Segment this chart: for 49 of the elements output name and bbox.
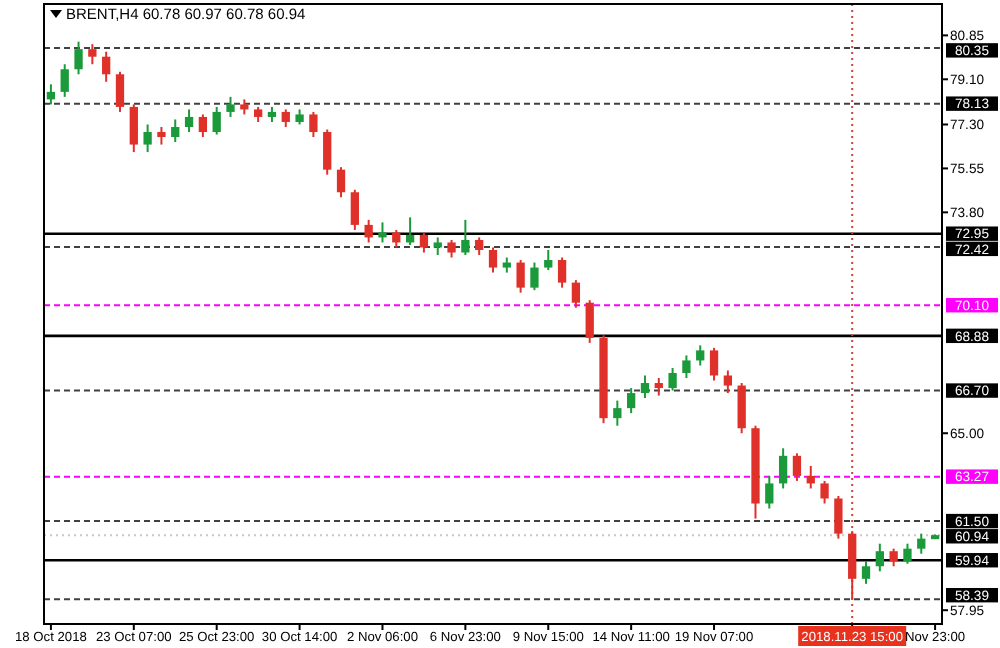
candlestick <box>765 474 774 510</box>
candlestick <box>585 299 594 344</box>
candlestick <box>903 542 912 565</box>
candlestick <box>696 344 705 367</box>
candlestick <box>778 447 788 490</box>
candlestick <box>861 560 871 585</box>
candlestick <box>461 218 470 257</box>
candlestick <box>60 63 69 98</box>
candlestick <box>737 382 746 435</box>
candlestick <box>627 387 636 415</box>
candlestick <box>723 369 733 395</box>
candlestick <box>143 123 152 154</box>
candlestick <box>88 43 97 66</box>
candlestick <box>834 494 843 540</box>
candlestick <box>875 542 884 573</box>
candlestick <box>336 166 346 199</box>
candlestick <box>74 40 83 76</box>
candlestick <box>571 279 581 309</box>
candlestick <box>806 464 815 490</box>
candlestick <box>557 256 567 289</box>
candlestick <box>115 70 125 113</box>
candlestick <box>917 532 926 555</box>
candlestick <box>323 128 332 176</box>
candlestick <box>212 105 221 136</box>
candlestick <box>129 103 138 154</box>
candlestick <box>488 246 498 274</box>
candlestick <box>530 261 539 292</box>
candlestick <box>640 374 650 400</box>
candlestick <box>405 216 415 246</box>
candlestick <box>668 366 677 392</box>
candlestick <box>613 399 622 427</box>
candlestick <box>544 248 553 272</box>
candlestick <box>226 95 235 118</box>
candlestick <box>46 83 56 106</box>
candlestick <box>102 50 111 83</box>
candlestick <box>516 259 525 294</box>
candlestick <box>309 110 318 139</box>
candlestick <box>848 530 857 601</box>
candlestick <box>378 221 387 244</box>
candlestick <box>184 108 194 134</box>
candlestick <box>198 113 208 139</box>
candlestick <box>820 479 829 505</box>
candlestick <box>364 218 373 244</box>
candlestick <box>792 452 802 482</box>
candlestick <box>709 346 719 382</box>
candlestick <box>350 188 359 231</box>
candlestick <box>682 354 691 380</box>
candlestick <box>419 231 429 254</box>
candlestick <box>171 118 180 144</box>
